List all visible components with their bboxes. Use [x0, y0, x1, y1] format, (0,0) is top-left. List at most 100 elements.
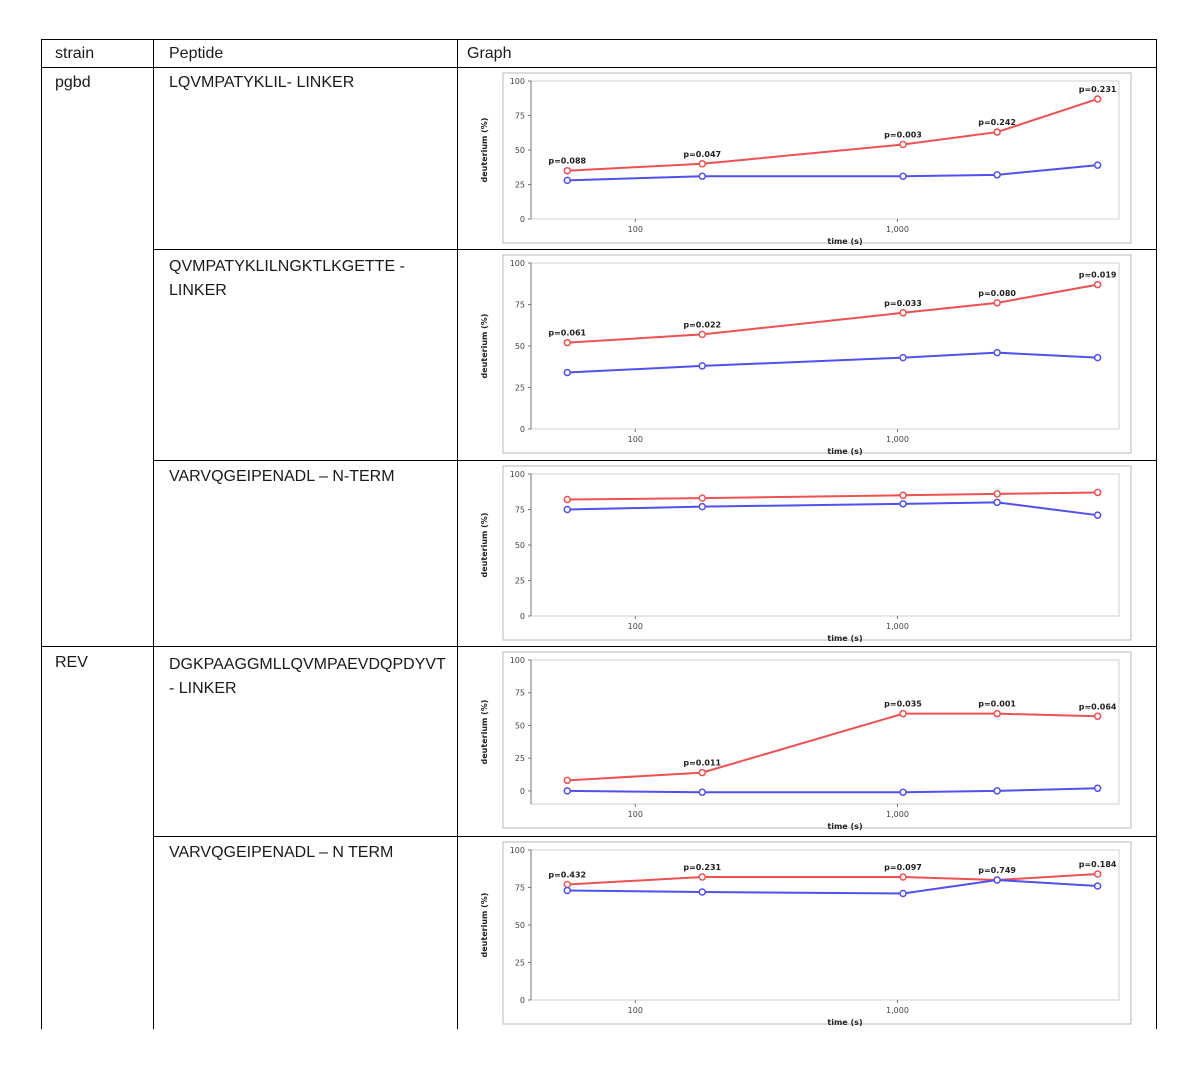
y-tick-label: 50 — [515, 541, 525, 550]
p-value-label: p=0.035 — [884, 700, 922, 709]
data-point-red — [563, 338, 572, 347]
data-point-red — [698, 873, 706, 881]
data-point-red — [899, 709, 907, 718]
data-point-blue — [993, 787, 1001, 795]
p-value-label: p=0.184 — [1079, 860, 1117, 869]
y-tick-label: 25 — [515, 754, 525, 763]
y-tick-label: 75 — [515, 689, 525, 698]
y-tick-label: 0 — [520, 425, 525, 434]
row-divider — [41, 646, 1157, 647]
p-value-label: p=0.749 — [978, 866, 1016, 875]
x-tick-label: 1,000 — [886, 225, 909, 234]
x-axis-title: time (s) — [827, 237, 862, 246]
y-tick-label: 100 — [510, 77, 525, 86]
p-value-label: p=0.080 — [978, 289, 1016, 298]
y-tick-label: 75 — [515, 506, 525, 515]
y-tick-label: 25 — [515, 384, 525, 393]
y-tick-label: 100 — [510, 259, 525, 268]
x-axis-title: time (s) — [827, 634, 862, 643]
chart-frame — [502, 841, 1132, 1025]
y-tick-label: 25 — [515, 577, 525, 586]
y-tick-label: 50 — [515, 721, 525, 730]
p-value-label: p=0.231 — [683, 863, 721, 872]
data-point-red — [1093, 95, 1102, 103]
data-point-red — [698, 494, 706, 502]
deuterium-chart: 0 25 50 75 100 100 1,000 time (s) deuterium (%) p… — [480, 841, 1132, 1027]
x-tick-label: 100 — [628, 225, 643, 234]
data-point-blue — [1093, 784, 1102, 793]
peptide-cell: QVMPATYKLILNGKTLKGETTE - LINKER — [169, 258, 405, 299]
data-point-blue — [899, 500, 907, 508]
chart-frame — [502, 465, 1132, 641]
x-tick-label: 100 — [628, 810, 643, 819]
p-value-label: p=0.019 — [1079, 271, 1117, 280]
y-tick-label: 75 — [515, 301, 525, 310]
deuterium-chart: 0 25 50 75 100 100 1,000 time (s) deuterium (%) p… — [480, 72, 1132, 246]
data-point-blue — [698, 362, 706, 370]
y-tick-label: 100 — [510, 846, 525, 855]
x-tick-label: 100 — [628, 435, 643, 444]
y-tick-label: 100 — [510, 656, 525, 665]
data-point-blue — [993, 498, 1001, 507]
data-point-blue — [1093, 511, 1102, 519]
x-tick-label: 1,000 — [886, 435, 909, 444]
table-border-left — [41, 39, 42, 1029]
data-point-red — [698, 768, 706, 777]
x-axis-title: time (s) — [827, 822, 862, 831]
y-axis-title: deuterium (%) — [480, 513, 489, 578]
chart-frame — [502, 72, 1132, 244]
p-value-label: p=0.003 — [884, 130, 922, 139]
data-point-red — [993, 299, 1001, 307]
p-value-label: p=0.432 — [548, 871, 586, 880]
data-point-red — [698, 160, 706, 168]
data-point-blue — [698, 502, 706, 511]
y-tick-label: 50 — [515, 921, 525, 930]
data-point-red — [1093, 870, 1102, 878]
data-point-blue — [899, 353, 907, 362]
p-value-label: p=0.231 — [1079, 85, 1117, 94]
data-point-red — [563, 166, 572, 175]
data-point-red — [993, 709, 1001, 718]
y-tick-label: 25 — [515, 959, 525, 968]
p-value-label: p=0.022 — [683, 320, 721, 329]
data-point-blue — [563, 505, 572, 514]
data-point-blue — [993, 171, 1001, 179]
data-point-blue — [1093, 882, 1102, 890]
y-tick-label: 0 — [520, 787, 525, 796]
data-point-blue — [1093, 353, 1102, 362]
data-point-red — [899, 491, 907, 500]
x-axis-title: time (s) — [827, 447, 862, 456]
p-value-label: p=0.242 — [978, 118, 1016, 127]
data-point-blue — [698, 788, 706, 796]
strain-cell: REV — [55, 654, 88, 671]
data-point-blue — [698, 888, 706, 896]
p-value-label: p=0.047 — [683, 150, 721, 159]
y-tick-label: 50 — [515, 146, 525, 155]
y-axis-title: deuterium (%) — [480, 118, 489, 183]
y-axis-title: deuterium (%) — [480, 893, 489, 958]
y-axis-title: deuterium (%) — [480, 700, 489, 765]
peptide-cell: LQVMPATYKLIL- LINKER — [169, 74, 355, 91]
x-tick-label: 1,000 — [886, 622, 909, 631]
data-point-red — [563, 495, 572, 504]
deuterium-chart: 0 25 50 75 100 100 1,000 time (s) deuterium (%) p… — [480, 254, 1132, 456]
data-point-blue — [899, 172, 907, 180]
data-point-red — [899, 873, 907, 881]
p-value-label: p=0.001 — [978, 700, 1016, 709]
row-divider — [153, 460, 1157, 461]
column-divider — [457, 39, 458, 1029]
data-point-red — [993, 128, 1001, 136]
data-point-blue — [993, 348, 1001, 357]
deuterium-chart: 0 25 50 75 100 100 1,000 time (s) deuterium (%) — [480, 465, 1132, 643]
header-peptide: Peptide — [169, 45, 224, 62]
p-value-label: p=0.088 — [548, 157, 586, 166]
peptide-cell: DGKPAAGGMLLQVMPAEVDQPDYVT - LINKER — [169, 656, 446, 697]
y-tick-label: 0 — [520, 215, 525, 224]
y-tick-label: 50 — [515, 342, 525, 351]
chart-frame — [502, 651, 1132, 829]
data-point-red — [899, 309, 907, 317]
deuterium-chart: 0 25 50 75 100 100 1,000 time (s) deuterium (%) p… — [480, 651, 1132, 831]
data-point-blue — [698, 172, 706, 180]
x-tick-label: 100 — [628, 1006, 643, 1015]
table-border-right — [1156, 39, 1157, 1029]
